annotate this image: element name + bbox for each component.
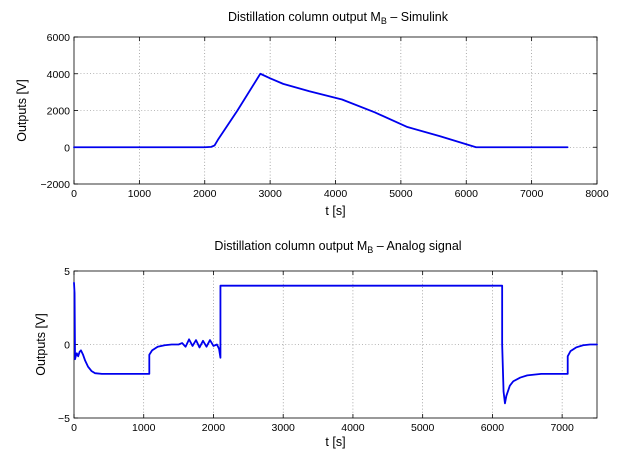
y-tick-label: 5: [64, 266, 70, 278]
chart-title: Distillation column output MB – Simulink: [228, 10, 449, 26]
x-tick-label: 4000: [324, 188, 348, 200]
series-layer: [73, 72, 569, 149]
y-tick-labels: −5 0 5: [58, 266, 70, 425]
y-tick-label: −2000: [41, 179, 71, 191]
chart-title: Distillation column output MB – Analog s…: [214, 239, 461, 255]
x-tick-label: 4000: [341, 422, 365, 434]
y-tick-label: −5: [58, 413, 70, 425]
x-tick-label: 2000: [193, 188, 217, 200]
y-axis-label: Outputs [V]: [15, 79, 29, 142]
x-tick-label: 8000: [585, 188, 609, 200]
x-tick-label: 0: [71, 188, 77, 200]
x-tick-label: 5000: [389, 188, 413, 200]
y-axis-label: Outputs [V]: [34, 313, 48, 376]
series-line: [73, 72, 569, 149]
x-tick-label: 5000: [411, 422, 435, 434]
y-tick-label: 4000: [47, 69, 71, 81]
x-tick-label: 2000: [202, 422, 226, 434]
x-tick-labels: 0 1000 2000 3000 4000 5000 6000 7000 8000: [71, 188, 609, 200]
series-layer: [73, 281, 598, 405]
plot-area: [73, 270, 598, 419]
x-axis-label: t [s]: [325, 435, 345, 449]
x-tick-labels: 0 1000 2000 3000 4000 5000 6000 7000: [71, 422, 574, 434]
x-tick-label: 1000: [128, 188, 152, 200]
x-tick-label: 1000: [132, 422, 156, 434]
title-main: Distillation column output M: [214, 239, 367, 253]
title-rest: – Analog signal: [373, 239, 461, 253]
grid: [74, 271, 597, 418]
y-tick-label: 2000: [47, 106, 71, 118]
x-tick-label: 3000: [272, 422, 296, 434]
chart-panel-simulink: Distillation column output MB – Simulink…: [15, 10, 609, 218]
chart-panel-analog: Distillation column output MB – Analog s…: [34, 239, 598, 449]
title-subscript: B: [367, 245, 373, 255]
title-main: Distillation column output M: [228, 10, 381, 24]
title-subscript: B: [381, 16, 387, 26]
y-tick-label: 6000: [47, 32, 71, 44]
y-tick-label: 0: [64, 142, 70, 154]
x-tick-label: 0: [71, 422, 77, 434]
x-tick-label: 7000: [550, 422, 574, 434]
x-tick-label: 3000: [258, 188, 282, 200]
x-tick-label: 6000: [455, 188, 479, 200]
title-rest: – Simulink: [387, 10, 449, 24]
grid: [74, 37, 597, 184]
x-tick-label: 7000: [520, 188, 544, 200]
series-line: [73, 281, 598, 405]
ticks: [73, 36, 598, 185]
x-tick-label: 6000: [481, 422, 505, 434]
y-tick-labels: −2000 0 2000 4000 6000: [41, 32, 71, 191]
y-tick-label: 0: [64, 340, 70, 352]
x-axis-label: t [s]: [325, 204, 345, 218]
